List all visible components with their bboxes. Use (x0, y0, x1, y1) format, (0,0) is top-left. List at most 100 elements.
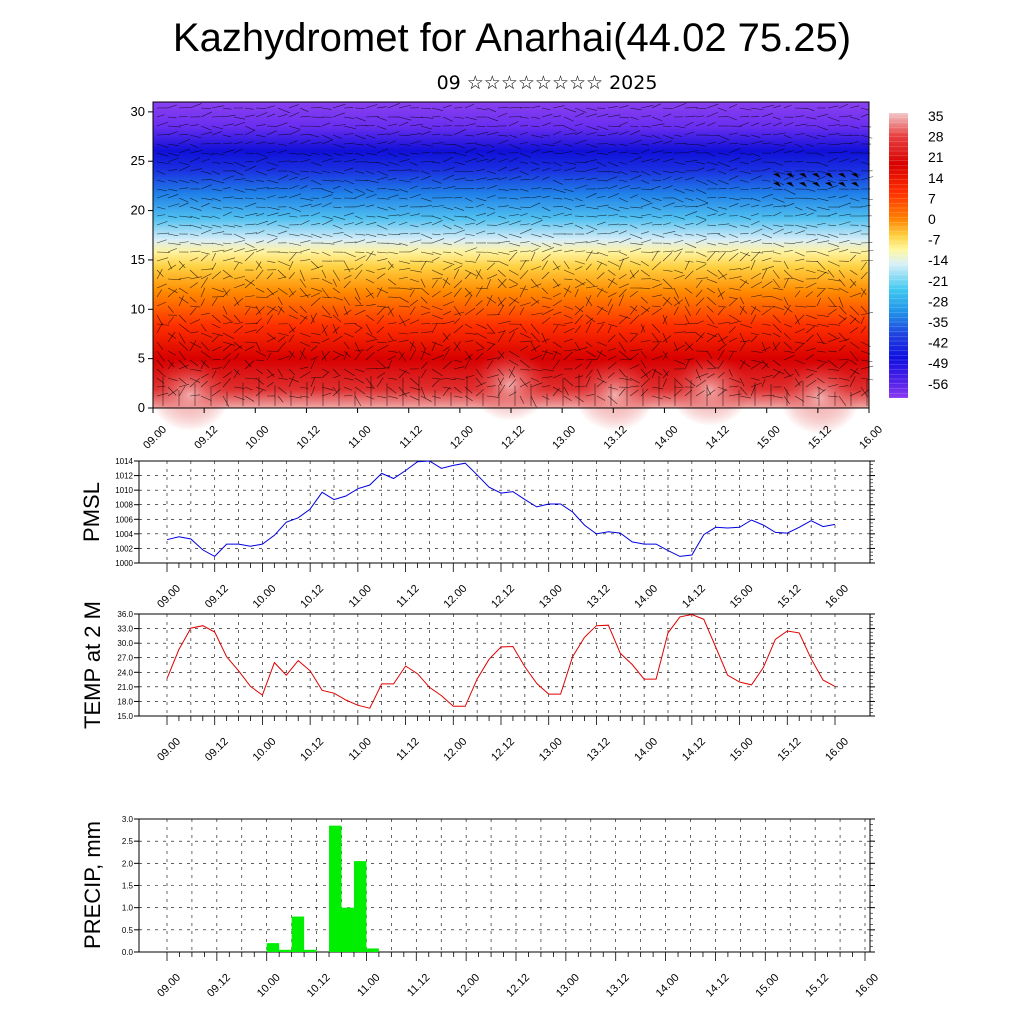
reference-arrow (799, 173, 807, 178)
wind-vector (255, 141, 267, 145)
wind-vector (453, 341, 461, 352)
wind-vector (464, 323, 473, 329)
wind-vector (508, 214, 520, 217)
wind-vector (387, 386, 397, 394)
wind-vector (805, 197, 817, 200)
wind-vector (189, 305, 201, 308)
wind-vector (552, 105, 565, 109)
wind-vector (497, 107, 509, 109)
wind-vector (387, 188, 399, 191)
wind-vector (486, 150, 495, 154)
wind-vector (662, 222, 671, 226)
reference-arrow (825, 173, 833, 178)
wind-vector (343, 268, 354, 271)
wind-vector (167, 242, 181, 246)
wind-vector (453, 377, 465, 381)
wind-vector (178, 134, 189, 136)
wind-vector (244, 295, 255, 298)
wind-vector (640, 350, 647, 359)
wind-vector (343, 305, 348, 316)
wind-vector (695, 379, 707, 388)
wind-vector (783, 332, 791, 340)
wind-vector (585, 394, 595, 397)
wind-vector (475, 143, 488, 147)
wind-vector (464, 116, 477, 120)
wind-vector (640, 115, 652, 118)
wind-vector (816, 386, 825, 392)
wind-vector (662, 107, 674, 110)
wind-vector (387, 263, 394, 271)
wind-vector (684, 115, 696, 118)
wind-vector (739, 170, 752, 174)
wind-vector (376, 141, 388, 145)
colorbar (889, 113, 908, 398)
wind-vector (761, 359, 770, 369)
wind-vector (607, 214, 619, 217)
wind-vector (794, 278, 804, 283)
wind-vector (211, 389, 221, 397)
wind-vector (684, 205, 697, 208)
wind-vector (453, 386, 462, 393)
wind-vector (310, 203, 322, 208)
wind-vector (189, 143, 198, 148)
wind-vector (453, 287, 462, 298)
wind-vector (728, 337, 738, 343)
wind-vector (431, 215, 442, 220)
wind-vector (750, 382, 763, 388)
wind-vector (442, 332, 449, 340)
wind-vector (255, 287, 265, 293)
wind-vector (849, 359, 857, 365)
wind-vector (475, 389, 484, 397)
wind-vector (772, 242, 784, 248)
wind-vector (838, 213, 851, 217)
wind-vector (178, 197, 189, 203)
wind-vector (376, 197, 390, 200)
wind-vector (321, 296, 332, 299)
wind-vector (497, 384, 506, 397)
wind-vector (706, 296, 717, 306)
wind-vector (244, 341, 257, 344)
wind-vector (563, 125, 576, 132)
wind-vector (409, 232, 420, 235)
wind-vector (717, 287, 724, 300)
wind-vector (805, 373, 814, 379)
wind-vector (167, 316, 174, 325)
heatmap-x-tick-label: 11.12 (397, 424, 424, 451)
wind-vector (321, 392, 332, 397)
wind-vector (618, 170, 628, 176)
wind-vector (805, 107, 815, 111)
wind-vector (167, 350, 176, 356)
wind-vector (332, 350, 345, 357)
wind-vector (277, 336, 286, 343)
wind-vector (783, 141, 793, 145)
wind-vector (596, 125, 609, 130)
wind-vector (233, 386, 245, 389)
wind-vector (717, 233, 726, 238)
wind-vector (167, 260, 172, 270)
wind-vector (673, 344, 686, 352)
wind-vector (387, 260, 394, 269)
wind-vector (838, 305, 847, 315)
wind-vector (156, 392, 169, 397)
wind-vector (486, 185, 497, 190)
wind-vector (596, 260, 608, 266)
wind-vector (728, 240, 739, 244)
wind-vector (761, 193, 774, 199)
wind-vector (761, 142, 772, 145)
wind-vector (860, 316, 865, 325)
wind-vector (827, 179, 836, 184)
wind-vector (398, 350, 407, 362)
wind-vector (200, 107, 212, 110)
wind-vector (398, 169, 412, 172)
wind-vector (244, 165, 257, 172)
wind-vector (750, 140, 764, 145)
wind-vector (541, 338, 550, 343)
wind-vector (277, 196, 288, 199)
wind-vector (607, 176, 618, 181)
wind-vector (728, 377, 741, 383)
wind-vector (662, 113, 672, 118)
wind-vector (574, 224, 584, 229)
wind-vector (629, 377, 640, 384)
wind-vector (574, 341, 581, 351)
reference-arrow (773, 173, 781, 178)
